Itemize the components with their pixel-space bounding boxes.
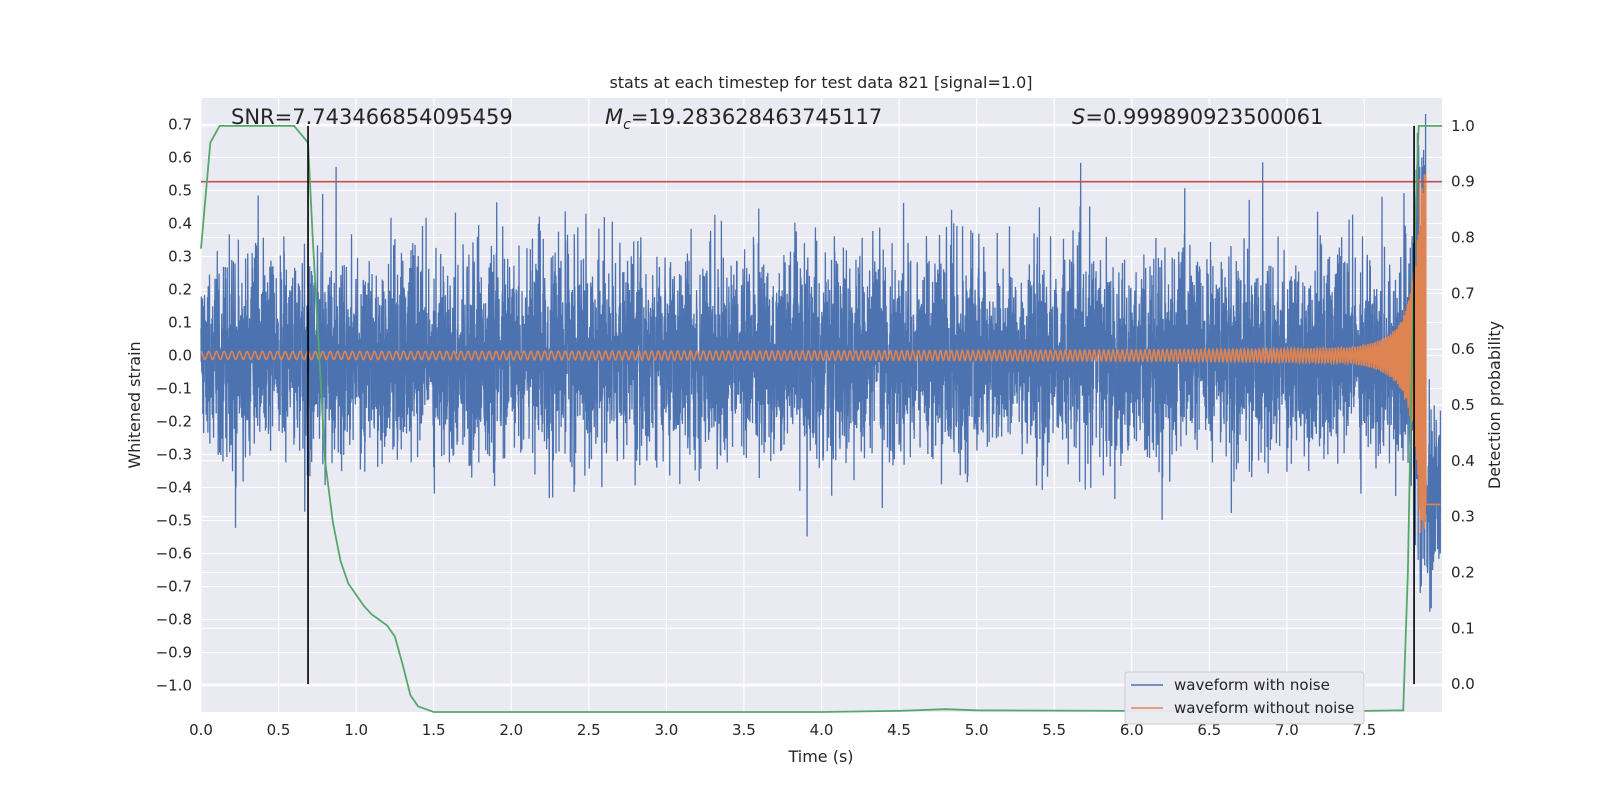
legend: waveform with noise waveform without noi…	[1124, 671, 1365, 725]
x-tick-label: 7.5	[1353, 721, 1377, 739]
snr-annotation: SNR=7.743466854095459	[231, 105, 513, 129]
y2-tick-label: 0.3	[1451, 508, 1475, 526]
y-tick-label: −0.8	[156, 611, 192, 629]
y-tick-label: 0.4	[168, 214, 192, 232]
y2-tick-label: 0.8	[1451, 229, 1475, 247]
y2-tick-label: 0.5	[1451, 396, 1475, 414]
y2-tick-label: 0.1	[1451, 619, 1475, 637]
chart-title: stats at each timestep for test data 821…	[609, 73, 1032, 92]
x-tick-label: 1.0	[344, 721, 368, 739]
y2-tick-label: 0.7	[1451, 284, 1475, 302]
y-tick-label: 0.2	[168, 280, 192, 298]
x-tick-label: 6.5	[1197, 721, 1221, 739]
y2-tick-label: 0.2	[1451, 563, 1475, 581]
y-tick-label: 0.0	[168, 346, 192, 364]
x-tick-label: 1.5	[422, 721, 446, 739]
y-tick-label: 0.7	[168, 115, 192, 133]
mc-subscript: c	[623, 117, 631, 133]
x-tick-label: 0.5	[267, 721, 291, 739]
x-tick-label: 2.0	[499, 721, 523, 739]
x-tick-label: 3.5	[732, 721, 756, 739]
y2-tick-label: 0.6	[1451, 340, 1475, 358]
y-tick-label: −0.5	[156, 512, 192, 530]
legend-label-clean: waveform without noise	[1174, 699, 1354, 717]
mc-symbol: M	[605, 105, 623, 129]
s-symbol: S	[1072, 105, 1085, 129]
x-tick-label: 6.0	[1120, 721, 1144, 739]
y-tick-label: −0.4	[156, 479, 192, 497]
y-tick-label: 0.3	[168, 247, 192, 265]
y-tick-label: −0.9	[156, 644, 192, 662]
y2-tick-label: 0.0	[1451, 675, 1475, 693]
x-tick-label: 5.5	[1042, 721, 1066, 739]
y-tick-label: −0.6	[156, 545, 192, 563]
x-tick-label: 0.0	[189, 721, 213, 739]
significance-annotation: S=0.999890923500061	[1072, 105, 1323, 129]
y2-tick-label: 0.4	[1451, 452, 1475, 470]
s-value: =0.999890923500061	[1085, 105, 1323, 129]
y-tick-label: 0.1	[168, 313, 192, 331]
y-tick-label: −0.3	[156, 446, 192, 464]
legend-box	[1124, 671, 1365, 725]
legend-label-noise: waveform with noise	[1174, 676, 1330, 694]
x-tick-label: 3.0	[654, 721, 678, 739]
waveform-without-noise-line	[200, 173, 1441, 534]
y-tick-label: −1.0	[156, 677, 192, 695]
mc-value: =19.283628463745117	[631, 105, 882, 129]
y-axis-label: Whitened strain	[125, 341, 144, 468]
y-tick-label: −0.2	[156, 413, 192, 431]
x-tick-label: 4.5	[887, 721, 911, 739]
y2-tick-label: 0.9	[1451, 173, 1475, 191]
x-tick-label: 7.0	[1275, 721, 1299, 739]
y2-axis-label: Detection probability	[1485, 321, 1504, 489]
x-axis-label: Time (s)	[787, 747, 853, 766]
chirp-mass-annotation: Mc=19.283628463745117	[605, 105, 882, 133]
y2-tick-label: 1.0	[1451, 117, 1475, 135]
waveform-with-noise-line	[200, 113, 1442, 612]
y-tick-label: −0.7	[156, 578, 192, 596]
x-tick-label: 2.5	[577, 721, 601, 739]
y-tick-label: 0.6	[168, 148, 192, 166]
y-tick-label: 0.5	[168, 181, 192, 199]
detection-probability-line	[200, 125, 1442, 713]
y-tick-label: −0.1	[156, 379, 192, 397]
x-tick-label: 5.0	[965, 721, 989, 739]
axes-layer: 0.0 0.5 1.0 1.5 2.0 2.5 3.0 3.5 4.0 4.5 5.0 5.5 6.0 6…	[156, 115, 1475, 739]
series-layer	[200, 113, 1442, 713]
x-tick-label: 4.0	[810, 721, 834, 739]
